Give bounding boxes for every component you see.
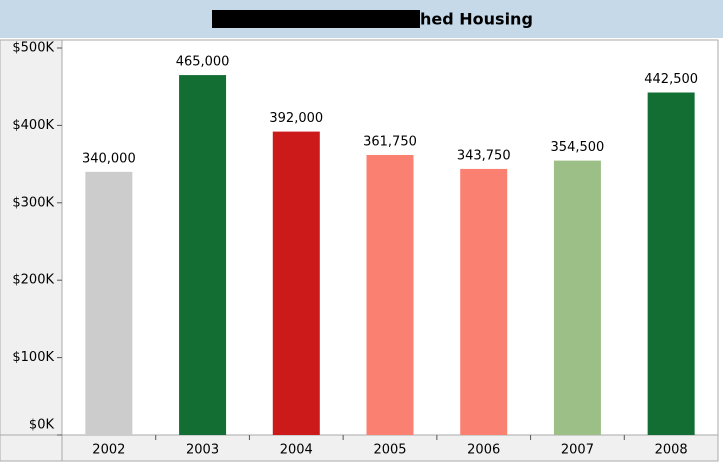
data-label: 354,500 bbox=[551, 140, 605, 155]
y-axis-panel bbox=[0, 39, 63, 436]
x-tick-label: 2004 bbox=[280, 443, 313, 458]
y-tick-label: $500K bbox=[12, 41, 54, 56]
bar bbox=[460, 168, 508, 435]
redaction bbox=[212, 10, 420, 28]
x-tick-label: 2002 bbox=[92, 443, 125, 458]
bar bbox=[366, 155, 414, 435]
data-label: 361,750 bbox=[363, 135, 417, 150]
chart-title: hed Housing bbox=[420, 10, 533, 29]
x-tick-label: 2005 bbox=[373, 443, 406, 458]
y-tick-label: $0K bbox=[29, 418, 55, 433]
bar bbox=[85, 171, 133, 435]
x-tick-label: 2006 bbox=[467, 443, 500, 458]
x-axis-panel bbox=[0, 434, 719, 462]
x-tick-label: 2007 bbox=[561, 443, 594, 458]
y-tick-label: $400K bbox=[12, 118, 54, 133]
bar bbox=[553, 160, 601, 435]
x-tick-label: 2008 bbox=[655, 443, 688, 458]
y-tick-label: $300K bbox=[12, 195, 54, 210]
bar bbox=[272, 131, 320, 436]
x-tick-label: 2003 bbox=[186, 443, 219, 458]
data-label: 340,000 bbox=[82, 151, 136, 166]
data-label: 442,500 bbox=[644, 72, 698, 87]
data-label: 343,750 bbox=[457, 148, 511, 163]
bar bbox=[179, 75, 227, 435]
data-label: 392,000 bbox=[269, 111, 323, 126]
data-label: 465,000 bbox=[176, 55, 230, 70]
bar bbox=[647, 92, 695, 435]
y-tick-label: $200K bbox=[12, 273, 54, 288]
y-tick-label: $100K bbox=[12, 350, 54, 365]
